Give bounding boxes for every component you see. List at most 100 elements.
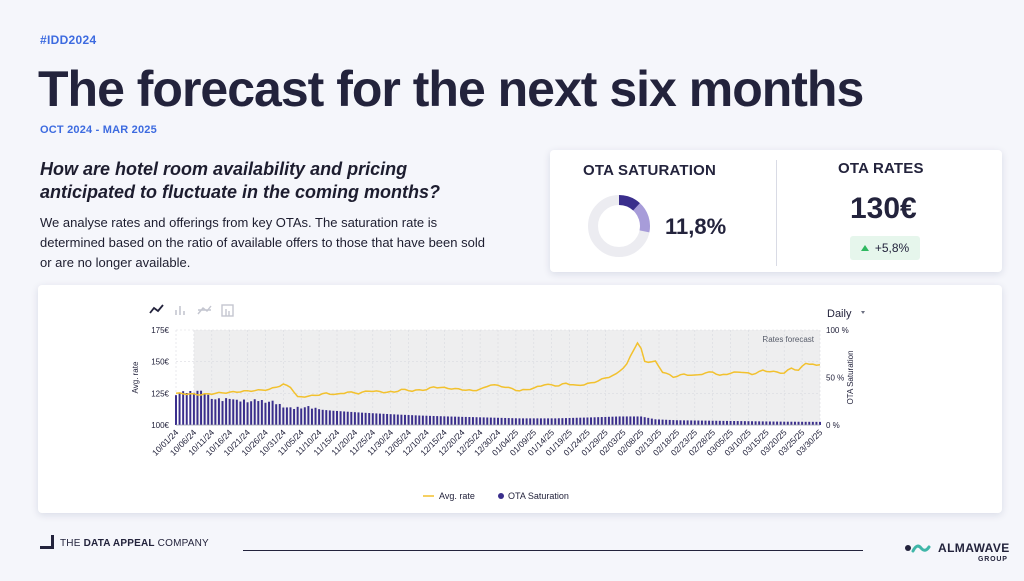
saturation-bar bbox=[568, 417, 571, 425]
saturation-bar bbox=[761, 421, 764, 425]
saturation-bar bbox=[790, 421, 793, 425]
table-icon-lines bbox=[225, 309, 230, 316]
saturation-bar bbox=[629, 416, 632, 425]
y-right-tick-label: 0 % bbox=[826, 421, 840, 430]
saturation-bar bbox=[607, 416, 610, 425]
bar-icon-path bbox=[175, 306, 185, 315]
saturation-bar bbox=[289, 407, 292, 425]
saturation-bar bbox=[364, 412, 367, 425]
saturation-bar bbox=[189, 390, 192, 425]
saturation-bar bbox=[754, 421, 757, 425]
period-select[interactable]: Daily bbox=[827, 308, 852, 320]
rates-change-value: +5,8% bbox=[874, 241, 910, 255]
saturation-bar bbox=[471, 417, 474, 425]
saturation-bar bbox=[625, 416, 628, 425]
saturation-bar bbox=[654, 419, 657, 425]
saturation-bar bbox=[486, 417, 489, 425]
saturation-bar bbox=[658, 419, 660, 425]
date-range-subtitle: OCT 2024 - MAR 2025 bbox=[40, 124, 157, 136]
saturation-bar bbox=[328, 410, 331, 425]
saturation-bar bbox=[225, 398, 228, 425]
brand-prefix: THE bbox=[60, 538, 81, 549]
saturation-bar bbox=[228, 398, 231, 425]
rate-saturation-chart: Daily Rates forecast 100€ 125€ 150€ 175€ 0 % 50… bbox=[131, 304, 865, 501]
saturation-bar bbox=[200, 390, 203, 425]
y-left-axis-label: Avg. rate bbox=[131, 361, 140, 393]
saturation-bar bbox=[740, 421, 743, 425]
saturation-bar bbox=[411, 415, 414, 425]
saturation-value: 11,8% bbox=[665, 214, 727, 239]
saturation-bar bbox=[697, 420, 700, 425]
saturation-bar bbox=[464, 416, 467, 425]
saturation-bar bbox=[700, 420, 703, 425]
saturation-bar bbox=[393, 414, 396, 425]
saturation-bar bbox=[489, 417, 492, 425]
saturation-bar bbox=[275, 404, 278, 425]
saturation-bar bbox=[318, 409, 321, 425]
saturation-bar bbox=[672, 420, 675, 425]
y-left-tick-label: 100€ bbox=[151, 421, 169, 430]
saturation-bar bbox=[711, 420, 714, 425]
saturation-bar bbox=[564, 418, 567, 425]
saturation-bar bbox=[768, 421, 771, 425]
y-left-tick-label: 125€ bbox=[151, 389, 169, 398]
footer-divider bbox=[243, 550, 863, 551]
saturation-bar bbox=[772, 421, 775, 425]
legend-label-rate: Avg. rate bbox=[439, 491, 475, 501]
saturation-bar bbox=[353, 412, 356, 425]
almawave-name: ALMAWAVE bbox=[938, 541, 1010, 555]
kpi-card: OTA SATURATION 11,8% OTA RATES 130€ +5,8… bbox=[550, 150, 1002, 272]
saturation-bar bbox=[518, 418, 521, 425]
saturation-bar bbox=[514, 418, 517, 425]
saturation-bar bbox=[611, 416, 614, 425]
saturation-donut bbox=[588, 195, 650, 257]
chart-toolbar bbox=[149, 304, 234, 317]
saturation-bar bbox=[479, 417, 482, 425]
table-icon[interactable] bbox=[221, 304, 234, 317]
saturation-bar bbox=[307, 406, 310, 425]
saturation-bar bbox=[371, 413, 374, 425]
saturation-bar bbox=[736, 421, 739, 425]
saturation-bar bbox=[729, 420, 732, 425]
saturation-bar bbox=[221, 401, 224, 425]
trend-icon[interactable] bbox=[197, 305, 212, 315]
saturation-bar bbox=[300, 408, 303, 425]
saturation-bar bbox=[715, 420, 718, 425]
rates-label: OTA RATES bbox=[838, 160, 924, 177]
saturation-bar bbox=[382, 413, 385, 425]
saturation-bar bbox=[278, 403, 281, 425]
saturation-bar bbox=[751, 421, 754, 425]
legend-label-saturation: OTA Saturation bbox=[508, 491, 569, 501]
y-right-tick-label: 50 % bbox=[826, 374, 844, 383]
saturation-bar bbox=[346, 411, 349, 425]
saturation-series bbox=[175, 390, 821, 425]
saturation-bar bbox=[618, 416, 621, 425]
saturation-bar bbox=[497, 417, 499, 425]
saturation-bar bbox=[615, 416, 618, 425]
saturation-bar bbox=[182, 391, 185, 425]
saturation-bar bbox=[801, 421, 804, 425]
saturation-bar bbox=[178, 393, 181, 425]
saturation-bar bbox=[604, 416, 607, 425]
hashtag: #IDD2024 bbox=[40, 33, 97, 47]
rates-value: 130€ bbox=[850, 192, 917, 225]
saturation-bar bbox=[597, 417, 600, 425]
saturation-bar bbox=[793, 421, 796, 425]
saturation-bar bbox=[350, 411, 353, 425]
saturation-bar bbox=[217, 398, 220, 425]
saturation-bar bbox=[175, 395, 177, 425]
bar-chart-icon[interactable] bbox=[175, 306, 185, 315]
saturation-bar bbox=[554, 418, 557, 425]
saturation-bar bbox=[185, 392, 188, 425]
saturation-bar bbox=[250, 401, 253, 425]
saturation-bar bbox=[421, 415, 424, 425]
brand-bold: DATA APPEAL bbox=[83, 538, 155, 549]
almawave-group: GROUP bbox=[978, 556, 1008, 563]
saturation-bar bbox=[396, 414, 399, 425]
chart-legend: Avg. rate OTA Saturation bbox=[423, 491, 569, 501]
saturation-bar bbox=[303, 407, 306, 425]
line-chart-icon[interactable] bbox=[149, 304, 164, 314]
saturation-bar bbox=[543, 418, 546, 425]
saturation-bar bbox=[500, 417, 503, 425]
saturation-bar bbox=[436, 416, 439, 425]
